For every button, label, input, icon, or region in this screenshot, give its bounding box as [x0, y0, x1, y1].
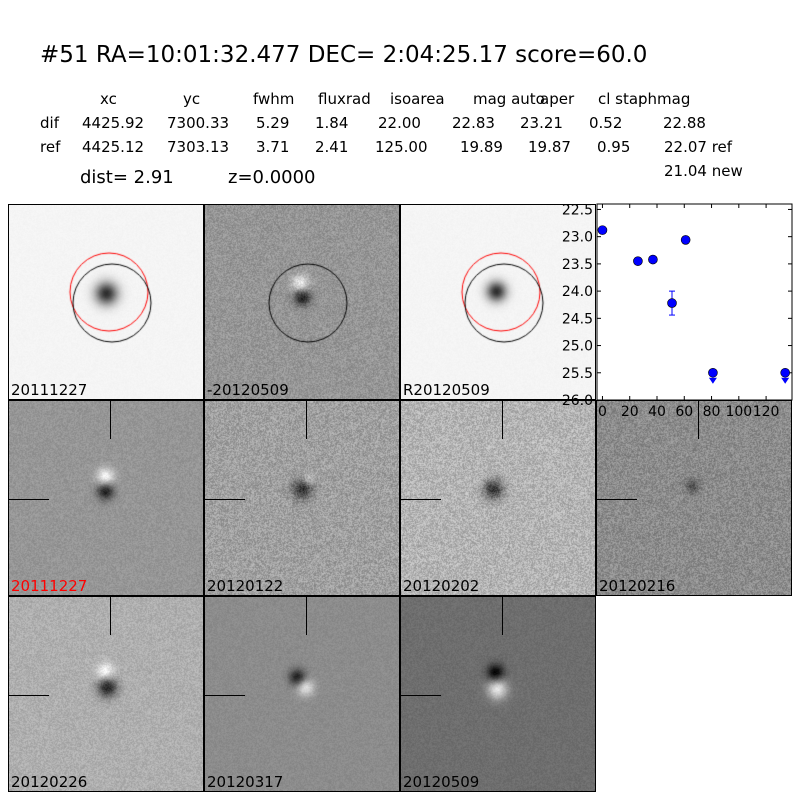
row-label: dif: [40, 114, 59, 132]
table-cell: 5.29: [256, 114, 289, 132]
y-tick-label: 23.5: [562, 257, 593, 273]
table-cell: 19.87: [528, 138, 571, 156]
crosshair-horizontal: [597, 499, 637, 500]
table-cell: 2.41: [315, 138, 348, 156]
data-point: [648, 255, 657, 264]
table-cell: 7303.13: [167, 138, 229, 156]
data-point: [781, 368, 790, 377]
table-cell: 22.07 ref: [664, 138, 732, 156]
y-tick-label: 25.5: [562, 366, 593, 382]
data-point: [668, 299, 677, 308]
dist-value: dist= 2.91: [80, 167, 174, 188]
cutout-image-4: 20111227: [8, 400, 204, 596]
cutout-image-2: -20120509: [204, 204, 400, 400]
light-curve-chart: 0 20 40 60 80 100 120 22.5 23.0 23.5 24.0 24.5 25.0 2…: [550, 195, 800, 425]
y-tick-label: 24.5: [562, 311, 593, 327]
cutout-image-6: 20120202: [400, 400, 596, 596]
crosshair-horizontal: [401, 695, 441, 696]
cutout-image-9: 20120317: [204, 596, 400, 792]
cutout-image-5: 20120122: [204, 400, 400, 596]
cutout-date-label: 20120317: [207, 773, 283, 791]
table-cell: 125.00: [375, 138, 428, 156]
table-cell: 4425.12: [82, 138, 144, 156]
table-cell: 0.95: [597, 138, 630, 156]
data-point: [681, 235, 690, 244]
data-point: [633, 257, 642, 266]
column-header: isoarea: [390, 90, 445, 108]
cutout-date-label: 20120509: [403, 773, 479, 791]
column-header: fwhm: [253, 90, 294, 108]
crosshair-horizontal: [9, 499, 49, 500]
table-cell: 0.52: [589, 114, 622, 132]
x-tick-label: 100: [725, 404, 752, 420]
y-tick-label: 24.0: [562, 284, 593, 300]
data-point: [708, 368, 717, 377]
y-tick-label: 25.0: [562, 339, 593, 355]
crosshair-horizontal: [205, 695, 245, 696]
x-tick-label: 40: [648, 404, 666, 420]
y-tick-label: 22.5: [562, 202, 593, 218]
column-header: fluxrad: [318, 90, 371, 108]
table-cell: 22.88: [663, 114, 706, 132]
column-header: aper: [540, 90, 574, 108]
cutout-image-10: 20120509: [400, 596, 596, 792]
x-tick-label: 120: [753, 404, 780, 420]
cutout-date-label: -20120509: [207, 381, 289, 399]
x-tick-label: 80: [703, 404, 721, 420]
x-tick-label: 0: [598, 404, 607, 420]
table-cell: 4425.92: [82, 114, 144, 132]
crosshair-vertical: [306, 401, 307, 439]
column-header: xc: [100, 90, 117, 108]
crosshair-vertical: [110, 597, 111, 635]
data-point: [598, 226, 607, 235]
crosshair-horizontal: [205, 499, 245, 500]
z-value: z=0.0000: [228, 167, 316, 188]
table-cell: 1.84: [315, 114, 348, 132]
cutout-date-label: 20120202: [403, 577, 479, 595]
row-label: ref: [40, 138, 60, 156]
table-cell: 22.83: [452, 114, 495, 132]
cutout-image-1: 20111227: [8, 204, 204, 400]
crosshair-horizontal: [401, 499, 441, 500]
column-header: phmag: [638, 90, 690, 108]
table-cell: 7300.33: [167, 114, 229, 132]
crosshair-vertical: [306, 597, 307, 635]
cutout-date-label: 20120122: [207, 577, 283, 595]
crosshair-vertical: [502, 597, 503, 635]
x-tick-label: 60: [675, 404, 693, 420]
page-title: #51 RA=10:01:32.477 DEC= 2:04:25.17 scor…: [40, 42, 647, 68]
cutout-date-label: R20120509: [403, 381, 490, 399]
cutout-date-label: 20120226: [11, 773, 87, 791]
cutout-date-label: 20120216: [599, 577, 675, 595]
cutout-image-8: 20120226: [8, 596, 204, 792]
new-mag: 21.04 new: [664, 162, 743, 180]
table-cell: 22.00: [378, 114, 421, 132]
cutout-image-7: 20120216: [596, 400, 792, 596]
plot-area: [597, 204, 792, 400]
crosshair-vertical: [502, 401, 503, 439]
cutout-date-label: 20111227: [11, 381, 87, 399]
x-tick-label: 20: [621, 404, 639, 420]
crosshair-horizontal: [9, 695, 49, 696]
y-tick-label: 23.0: [562, 230, 593, 246]
column-header: yc: [183, 90, 200, 108]
table-cell: 3.71: [256, 138, 289, 156]
column-header: mag auto: [473, 90, 545, 108]
table-cell: 19.89: [460, 138, 503, 156]
y-tick-label: 26.0: [562, 393, 593, 409]
crosshair-vertical: [110, 401, 111, 439]
table-cell: 23.21: [520, 114, 563, 132]
cutout-date-label: 20111227: [11, 577, 87, 595]
